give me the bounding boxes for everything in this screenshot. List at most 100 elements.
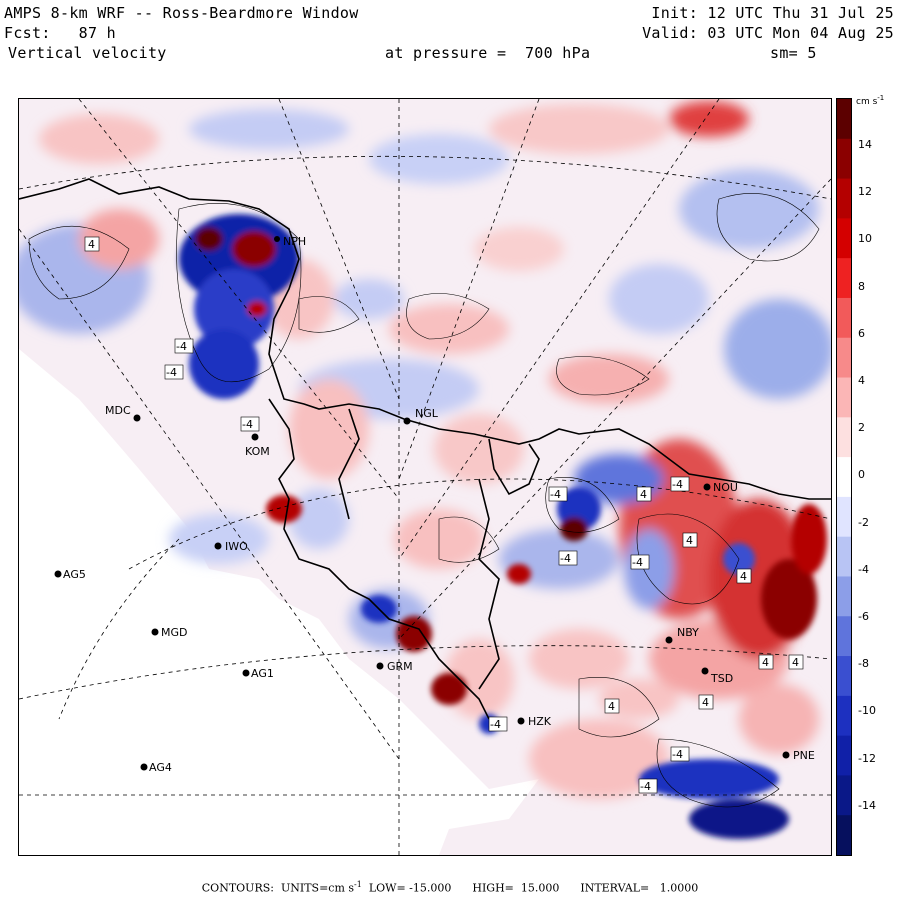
svg-text:-4: -4 xyxy=(490,718,501,731)
colorbar-tick-label: 4 xyxy=(858,374,865,387)
contour-label: -4 xyxy=(174,338,194,354)
svg-text:-4: -4 xyxy=(176,340,187,353)
pressure-level: at pressure = 700 hPa xyxy=(385,44,591,62)
contour-label: 4 xyxy=(84,236,100,252)
colorbar-swatch xyxy=(837,138,851,180)
svg-text:4: 4 xyxy=(792,656,799,669)
colorbar-tick-label: 6 xyxy=(858,326,865,340)
colorbar-swatch xyxy=(837,258,851,299)
station-mdc[interactable]: MDC xyxy=(105,404,141,422)
svg-text:4: 4 xyxy=(702,696,709,709)
station-grm[interactable]: GRM xyxy=(376,660,413,673)
colorbar-tick-label: -12 xyxy=(858,751,876,765)
svg-text:AG4: AG4 xyxy=(149,761,172,774)
no-data-region xyxy=(19,349,539,855)
colorbar-swatch xyxy=(837,695,851,737)
colorbar-swatch xyxy=(837,536,851,577)
colorbar-tick-label: -2 xyxy=(858,515,869,529)
contour-label: -4 xyxy=(670,746,690,762)
forecast-hour: Fcst: 87 h xyxy=(4,24,116,42)
svg-text:-4: -4 xyxy=(166,366,177,379)
colorbar-tick-label: 8 xyxy=(858,279,865,293)
contour-label: 4 xyxy=(682,532,698,548)
colorbar-tick-label: 0 xyxy=(858,468,865,482)
colorbar-swatch xyxy=(837,457,851,498)
svg-text:MGD: MGD xyxy=(161,626,188,639)
contour-label: 4 xyxy=(636,486,652,502)
model-title: AMPS 8-km WRF -- Ross-Beardmore Window xyxy=(4,4,359,22)
station-tsd[interactable]: TSD xyxy=(701,667,734,686)
contour-info: CONTOURS: UNITS=cm s-1 LOW= -15.000 HIGH… xyxy=(201,880,699,895)
colorbar-tick-label: -6 xyxy=(858,610,869,623)
station-ngl[interactable]: NGL xyxy=(403,407,439,425)
svg-text:-4: -4 xyxy=(672,748,683,761)
station-mgd[interactable]: MGD xyxy=(151,626,188,639)
colorbar-swatch xyxy=(837,576,851,617)
contour-label: 4 xyxy=(788,654,804,670)
station-ag4[interactable]: AG4 xyxy=(140,761,172,774)
colorbar-swatch xyxy=(837,99,851,140)
svg-text:-4: -4 xyxy=(672,478,683,491)
colorbar-tick-label: -8 xyxy=(858,657,869,671)
contour-label: 4 xyxy=(698,694,714,710)
colorbar-swatch xyxy=(837,815,851,855)
colorbar-swatch xyxy=(837,297,851,339)
station-nby[interactable]: NBY xyxy=(665,626,700,644)
colorbar-tick-label: -4 xyxy=(858,562,869,576)
colorbar-swatch xyxy=(837,775,851,816)
contour-label: -4 xyxy=(638,778,658,794)
colorbar-swatch xyxy=(837,377,851,418)
station-kom[interactable]: KOM xyxy=(245,433,270,459)
svg-text:-4: -4 xyxy=(632,556,643,569)
svg-text:TSD: TSD xyxy=(710,672,733,685)
station-pne[interactable]: PNE xyxy=(782,749,815,762)
svg-text:HZK: HZK xyxy=(528,715,552,728)
contour-label: -4 xyxy=(548,486,568,502)
colorbar xyxy=(836,98,852,856)
svg-text:-4: -4 xyxy=(560,552,571,565)
colorbar-swatch xyxy=(837,337,851,379)
valid-time: Valid: 03 UTC Mon 04 Aug 25 xyxy=(642,24,894,42)
svg-text:GRM: GRM xyxy=(387,660,413,673)
colorbar-tick-label: 2 xyxy=(858,421,865,435)
colorbar-swatch xyxy=(837,616,851,657)
colorbar-swatch xyxy=(837,656,851,697)
station-nph[interactable]: NPH xyxy=(274,235,306,248)
colorbar-swatch xyxy=(837,496,851,538)
contour-label: -4 xyxy=(630,554,650,570)
vertical-velocity-map: 4 -4 -4 -4 -4 -4 4 4 -4 -4 4 4 4 -4 4 -4… xyxy=(18,98,832,856)
contour-label: 4 xyxy=(758,654,774,670)
station-nou[interactable]: NOU xyxy=(703,481,738,494)
contour-lines xyxy=(28,192,820,808)
contour-label: 4 xyxy=(736,568,752,584)
svg-text:-4: -4 xyxy=(550,488,561,501)
init-time: Init: 12 UTC Thu 31 Jul 25 xyxy=(651,4,894,22)
svg-text:IWO: IWO xyxy=(225,540,248,553)
svg-text:NGL: NGL xyxy=(415,407,439,420)
svg-text:4: 4 xyxy=(740,570,747,583)
colorbar-tick-label: -10 xyxy=(858,704,876,718)
svg-text:4: 4 xyxy=(608,700,615,713)
contour-label: -4 xyxy=(488,716,508,732)
svg-text:NBY: NBY xyxy=(677,626,699,639)
station-markers: MDC NGL NOU IWO AG5 MGD AG1 GRM NBY PNE … xyxy=(54,235,815,774)
contour-label: -4 xyxy=(670,476,690,492)
station-ag5[interactable]: AG5 xyxy=(54,568,86,581)
svg-text:4: 4 xyxy=(686,534,693,547)
svg-text:NOU: NOU xyxy=(713,481,738,494)
colorbar-tick-label: -14 xyxy=(858,798,876,812)
colorbar-tick-label: 10 xyxy=(858,232,872,246)
contour-label: -4 xyxy=(240,416,260,432)
colorbar-swatch xyxy=(837,417,851,458)
colorbar-tick-label: 12 xyxy=(858,185,872,199)
svg-text:-4: -4 xyxy=(640,780,651,793)
svg-text:AG1: AG1 xyxy=(251,667,274,680)
svg-text:-4: -4 xyxy=(242,418,253,431)
station-hzk[interactable]: HZK xyxy=(517,715,552,728)
svg-text:4: 4 xyxy=(88,238,95,251)
station-ag1[interactable]: AG1 xyxy=(242,667,274,680)
contour-label: -4 xyxy=(164,364,184,380)
station-iwo[interactable]: IWO xyxy=(214,540,249,553)
colorbar-swatch xyxy=(837,735,851,776)
svg-text:4: 4 xyxy=(640,488,647,501)
